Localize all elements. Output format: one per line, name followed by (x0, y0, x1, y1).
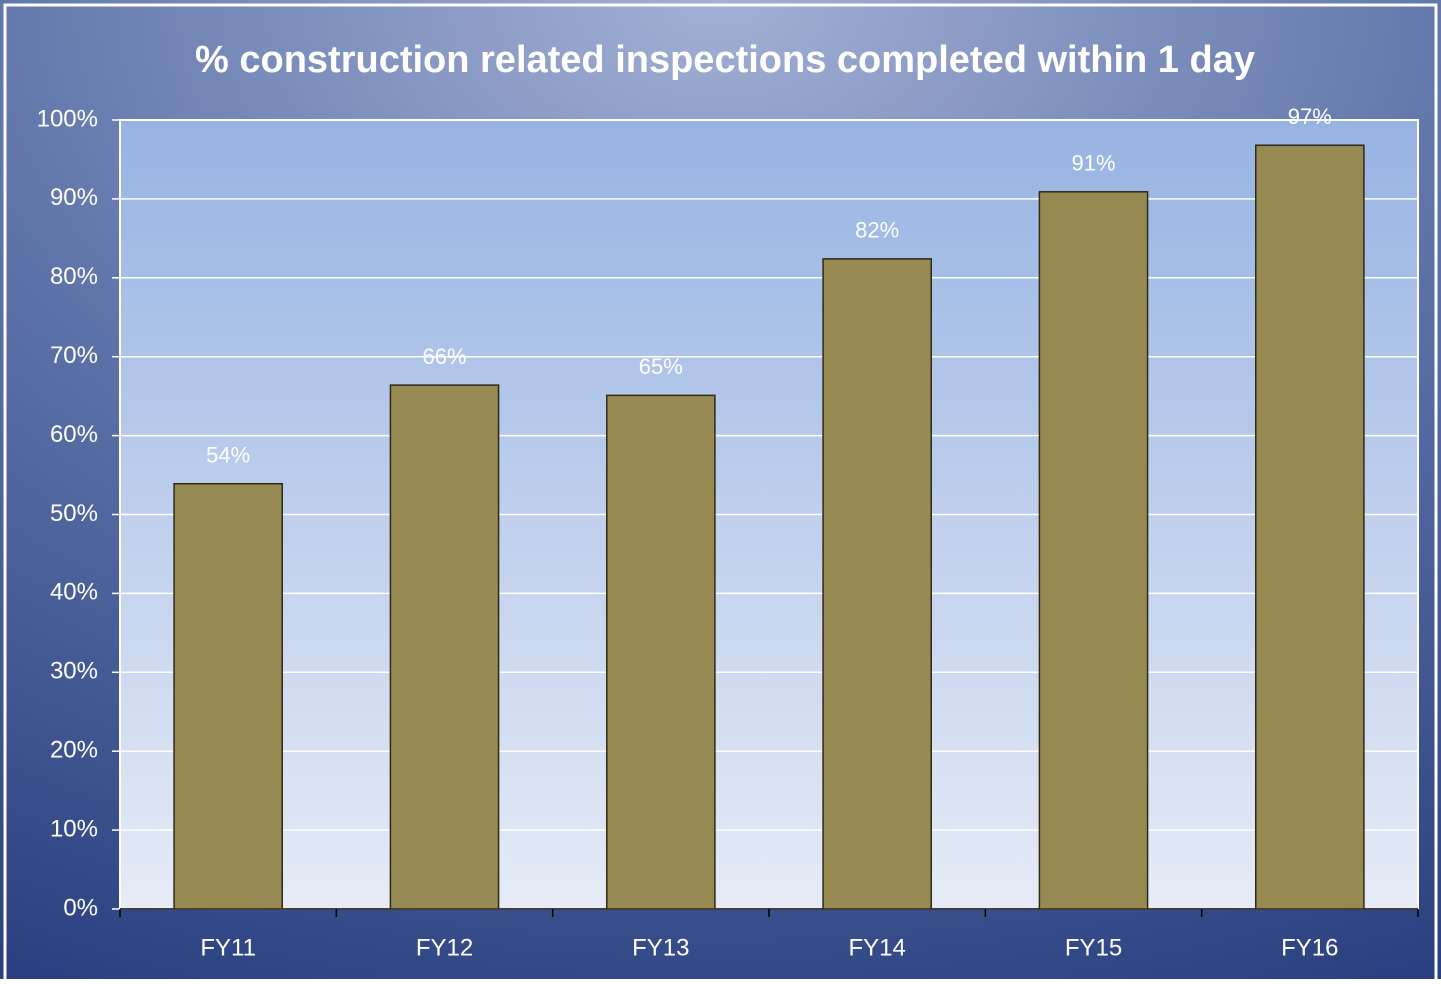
frame (3, 3, 1438, 984)
x-tick-label: FY11 (200, 934, 256, 961)
x-tick-label: FY13 (632, 934, 689, 961)
bar (173, 482, 283, 910)
bar (822, 258, 932, 910)
y-tick-label: 100% (37, 105, 98, 132)
x-tick-label: FY16 (1281, 934, 1338, 961)
data-label: 91% (1071, 151, 1115, 176)
y-tick-label: 80% (50, 263, 98, 290)
x-tick-label: FY14 (848, 934, 905, 961)
data-label: 65% (639, 354, 683, 379)
bar (606, 394, 716, 910)
x-tick-label: FY12 (416, 934, 473, 961)
x-tick-label: FY15 (1065, 934, 1122, 961)
y-tick-label: 70% (50, 342, 98, 369)
bar (389, 384, 500, 910)
y-tick-label: 50% (50, 500, 98, 527)
y-tick-label: 0% (63, 894, 98, 921)
chart-title: % construction related inspections compl… (195, 39, 1255, 81)
data-label: 54% (206, 443, 250, 468)
data-label: 97% (1288, 104, 1332, 129)
bar (1038, 191, 1149, 910)
y-tick-label: 30% (50, 658, 98, 685)
y-tick-label: 40% (50, 579, 98, 606)
y-tick-label: 90% (50, 184, 98, 211)
data-label: 82% (855, 218, 899, 243)
y-tick-label: 60% (50, 421, 98, 448)
data-label: 66% (422, 344, 466, 369)
y-tick-label: 20% (50, 737, 98, 764)
bar (1255, 144, 1365, 910)
y-tick-label: 10% (50, 815, 98, 842)
